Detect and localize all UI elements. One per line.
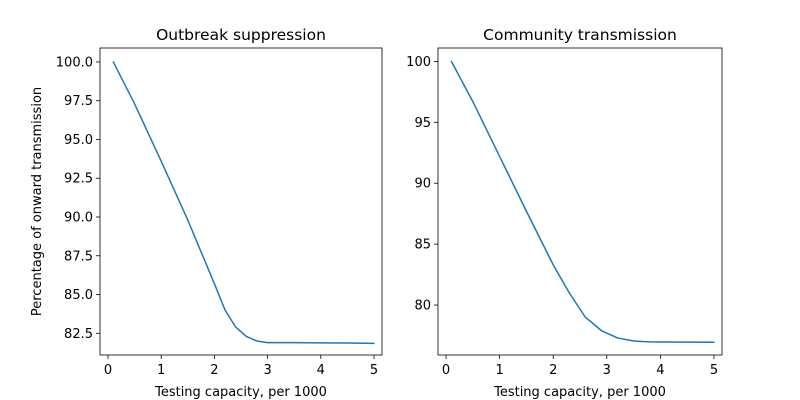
y-tick-label: 95.0 — [64, 133, 93, 148]
series-line — [450, 60, 715, 343]
x-axis-label: Testing capacity, per 1000 — [154, 385, 327, 400]
y-tick-label: 82.5 — [64, 327, 93, 342]
x-tick-label: 0 — [442, 363, 450, 378]
y-tick-label: 90 — [414, 177, 431, 192]
x-tick-label: 4 — [317, 363, 325, 378]
y-tick-label: 80 — [414, 299, 431, 314]
y-tick-label: 85 — [414, 238, 431, 253]
y-tick-label: 97.5 — [64, 94, 93, 109]
left-subplot: 0 1 2 3 4 5 82.5 85.0 87.5 90.0 92.5 95.0 97.5 100.0 O… — [30, 26, 383, 400]
plot-frame — [99, 47, 383, 356]
x-axis-label: Testing capacity, per 1000 — [493, 385, 666, 400]
chart-title: Outbreak suppression — [156, 26, 326, 44]
y-tick-label: 100 — [406, 55, 431, 70]
y-tick-label: 95 — [414, 116, 431, 131]
x-tick-label: 1 — [157, 363, 165, 378]
y-tick-label: 87.5 — [64, 249, 93, 264]
x-tick-label: 0 — [104, 363, 112, 378]
y-tick-label: 100.0 — [56, 55, 93, 70]
y-tick-label: 92.5 — [64, 172, 93, 187]
x-tick-label: 2 — [210, 363, 218, 378]
x-tick-label: 1 — [495, 363, 503, 378]
chart-title: Community transmission — [483, 26, 677, 44]
y-tick-label: 85.0 — [64, 288, 93, 303]
x-tick-label: 3 — [603, 363, 611, 378]
x-tick-label: 4 — [656, 363, 664, 378]
y-axis-label: Percentage of onward transmission — [30, 87, 45, 316]
y-tick-label: 90.0 — [64, 211, 93, 226]
x-tick-label: 5 — [710, 363, 718, 378]
right-subplot: 0 1 2 3 4 5 80 85 90 95 100 Community transmission T… — [406, 26, 723, 400]
x-tick-label: 3 — [263, 363, 271, 378]
x-tick-label: 2 — [549, 363, 557, 378]
plot-frame — [437, 47, 723, 356]
x-tick-label: 5 — [370, 363, 378, 378]
series-line — [112, 61, 375, 345]
